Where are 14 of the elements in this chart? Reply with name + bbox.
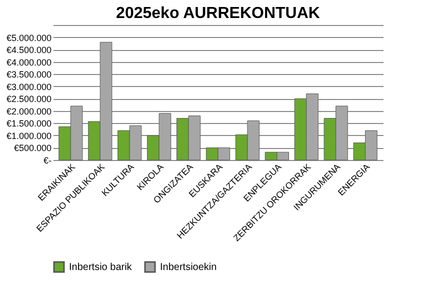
y-tick-label: €1.500.000 (6, 118, 52, 129)
y-tick-label: €- (43, 156, 52, 166)
y-tick-label: €2.000.000 (6, 106, 52, 116)
y-tick-label: €500.000 (14, 143, 52, 154)
chart-title: 2025eko AURREKONTUAK (116, 5, 320, 22)
y-tick-label: €3.000.000 (6, 82, 52, 92)
y-tick-label: €2.500.000 (6, 94, 52, 104)
y-tick-label: €5.000.000 (6, 32, 52, 43)
y-tick-label: €3.500.000 (6, 70, 52, 80)
y-tick-label: €4.000.000 (6, 57, 52, 68)
legend-label: Inbertsio barik (69, 262, 133, 273)
y-tick-label: €4.500.000 (6, 45, 52, 56)
y-tick-label: €1.000.000 (6, 130, 52, 141)
legend-label: Inbertsioekin (160, 262, 217, 273)
